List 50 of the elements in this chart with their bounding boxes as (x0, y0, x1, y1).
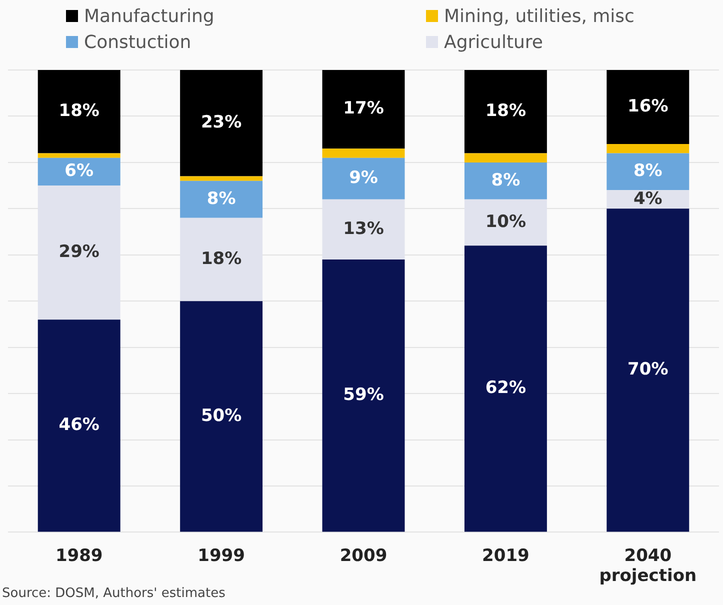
bar (38, 70, 120, 154)
bar (322, 70, 405, 149)
data-label: 16% (628, 96, 668, 116)
data-label: 9% (349, 168, 378, 188)
x-tick-label: 1999 (198, 546, 245, 566)
data-label: 8% (491, 170, 520, 190)
x-tick-label: 2009 (340, 546, 388, 566)
legend-label: Mining, utilities, misc (444, 6, 634, 26)
legend-label: Agriculture (444, 32, 543, 52)
bar (180, 180, 263, 218)
source-note: Source: DOSM, Authors' estimates (2, 586, 226, 601)
data-label: 23% (200, 112, 242, 133)
data-label: 59% (343, 385, 384, 406)
bar (180, 70, 263, 176)
bar (464, 246, 547, 532)
data-label: 50% (200, 406, 242, 426)
bar (606, 70, 690, 144)
bar (38, 158, 120, 186)
bar (38, 153, 120, 158)
bar (464, 70, 547, 154)
data-label: 13% (343, 218, 384, 239)
data-label: 8% (633, 161, 662, 182)
x-tick-label: 2019 (482, 546, 530, 566)
bar (38, 320, 120, 532)
data-label: 18% (200, 248, 242, 269)
data-label: 8% (206, 188, 236, 209)
data-label: 18% (58, 101, 100, 122)
data-label: 4% (633, 188, 662, 209)
data-label: 10% (485, 212, 526, 232)
bar (322, 148, 405, 158)
data-label: 17% (343, 98, 384, 119)
data-label: 6% (64, 161, 94, 182)
bar (322, 260, 405, 532)
data-label: 46% (58, 415, 100, 436)
bar (180, 176, 263, 181)
legend-label: Manufacturing (84, 6, 214, 26)
legend-label: Constuction (84, 32, 192, 52)
bar (180, 301, 263, 532)
bar (464, 162, 547, 200)
x-tick-label: 1989 (55, 546, 103, 566)
data-label: 62% (485, 378, 526, 398)
data-label: 70% (628, 360, 668, 380)
data-label: 29% (58, 242, 100, 262)
bar (606, 208, 690, 532)
x-tick-label: 2040 projection (599, 546, 697, 586)
bar (464, 153, 547, 162)
bar (606, 153, 690, 190)
data-label: 18% (485, 101, 526, 122)
bar (322, 158, 405, 200)
bar (606, 144, 690, 154)
